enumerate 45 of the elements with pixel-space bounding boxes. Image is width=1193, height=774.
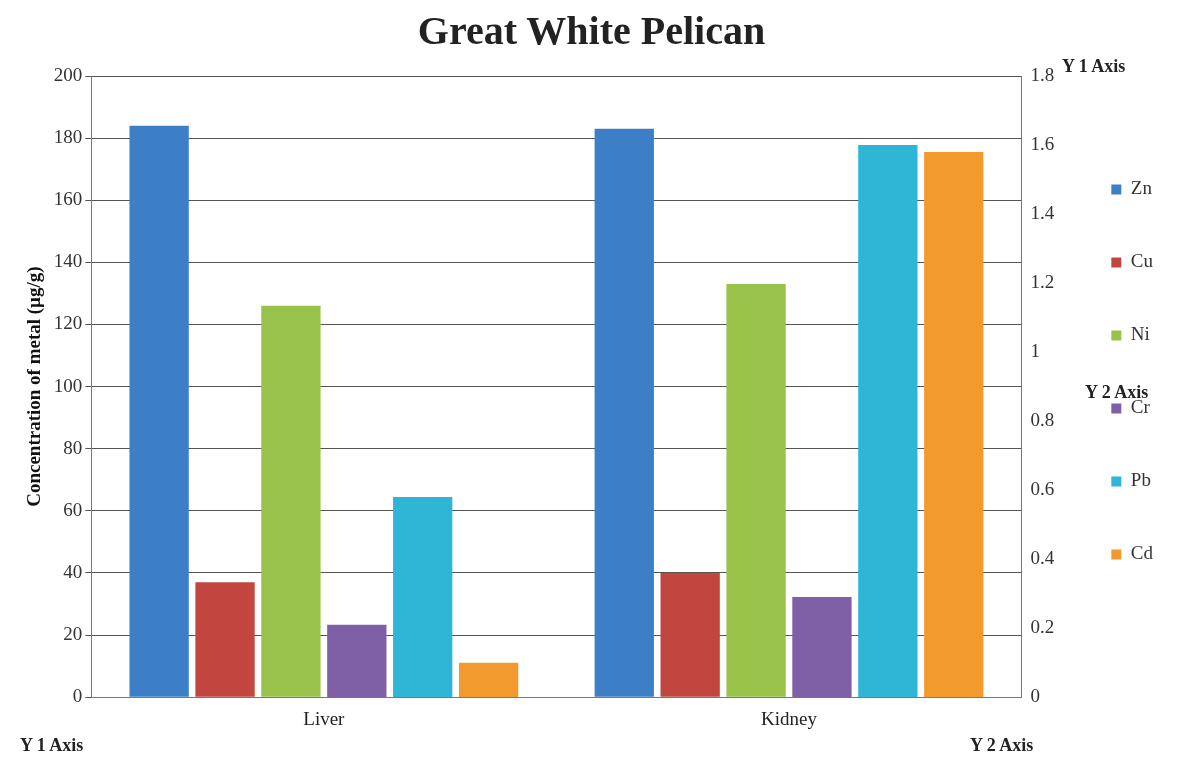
y2-tick-label: 1.2 — [1030, 271, 1055, 293]
y-tick-label: 60 — [63, 498, 83, 520]
bar — [129, 125, 189, 697]
y2-tick-label: 0.2 — [1030, 616, 1055, 638]
bar — [726, 284, 786, 697]
y-tick-label: 140 — [53, 250, 83, 272]
y2-tick-label: 0.6 — [1030, 478, 1055, 500]
y2-tick-label: 0 — [1030, 685, 1041, 707]
bar — [594, 128, 654, 697]
legend-label: Pb — [1130, 469, 1151, 491]
y2-tick-label: 1 — [1030, 340, 1041, 362]
bar — [792, 597, 852, 698]
y-tick-label: 20 — [63, 623, 83, 645]
chart-title: Great White Pelican — [417, 8, 766, 54]
bar — [660, 572, 720, 697]
legend-label: Cu — [1130, 250, 1154, 272]
text: Y 1 Axis — [20, 735, 84, 756]
y-tick-label: 200 — [53, 63, 83, 85]
y-axis-title: Concentration of metal (µg/g) — [23, 266, 46, 507]
bar — [327, 624, 387, 698]
bar — [393, 497, 453, 698]
y-tick-label: 160 — [53, 188, 83, 210]
y2-tick-label: 1.8 — [1030, 63, 1055, 85]
y-tick-label: 40 — [63, 560, 83, 582]
bar — [924, 151, 984, 698]
legend-label: Cd — [1130, 542, 1154, 564]
x-tick-label: Liver — [303, 707, 346, 729]
y-tick-label: 180 — [53, 126, 83, 148]
legend-label: Zn — [1130, 177, 1153, 199]
y-tick-label: 0 — [72, 685, 83, 707]
bar — [261, 305, 321, 697]
text: Y 1 Axis — [1062, 56, 1126, 77]
y2-tick-label: 1.6 — [1030, 133, 1055, 155]
bar — [458, 662, 519, 698]
legend-label: Ni — [1130, 323, 1150, 345]
x-tick-label: Kidney — [761, 707, 818, 729]
y-tick-label: 100 — [53, 374, 83, 396]
y2-tick-label: 0.4 — [1030, 547, 1055, 569]
text: Y 2 Axis — [970, 735, 1034, 756]
y-tick-label: 120 — [53, 312, 83, 334]
y2-tick-label: 0.8 — [1030, 409, 1055, 431]
y2-tick-label: 1.4 — [1030, 202, 1055, 224]
bar — [858, 145, 918, 698]
bar — [195, 582, 255, 697]
y-tick-label: 80 — [63, 436, 83, 458]
